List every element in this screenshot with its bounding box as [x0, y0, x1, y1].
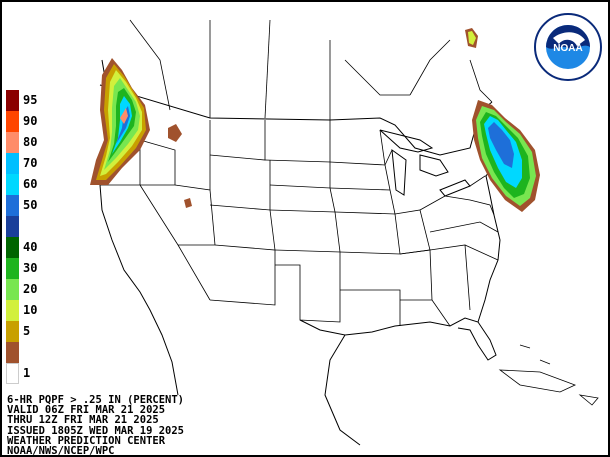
state-lines: [100, 115, 499, 327]
legend-label: 80: [23, 135, 38, 149]
legend-label: 30: [23, 261, 38, 275]
legend: 95 90 80 70 60 50 40 30 20 10 5 1: [6, 90, 46, 384]
legend-swatch: [6, 132, 19, 153]
legend-row: 1: [6, 363, 46, 384]
legend-label: 20: [23, 282, 38, 296]
caption-product: 6-HR PQPF > .25 IN (PERCENT): [7, 394, 185, 406]
legend-swatch: [6, 90, 19, 111]
legend-row: 20: [6, 279, 46, 300]
legend-row: 90: [6, 111, 46, 132]
legend-label: 1: [23, 366, 31, 380]
noaa-logo: NOAA: [534, 13, 602, 81]
caption-issued: ISSUED 1805Z WED MAR 19 2025: [7, 424, 185, 437]
map-caption: 6-HR PQPF > .25 IN (PERCENT) VALID 06Z F…: [7, 394, 185, 457]
legend-row: 40: [6, 237, 46, 258]
great-lakes: [379, 129, 471, 197]
precip-small: [168, 28, 478, 208]
legend-swatch: [6, 363, 19, 384]
legend-label: 70: [23, 156, 38, 170]
caribbean-islands: [498, 344, 599, 406]
legend-label: 40: [23, 240, 38, 254]
legend-swatch: [6, 216, 19, 237]
canada-lines: [129, 19, 493, 120]
precip-west: [90, 58, 150, 185]
legend-label: 60: [23, 177, 38, 191]
legend-label: 50: [23, 198, 38, 212]
legend-row: 80: [6, 132, 46, 153]
caption-center: WEATHER PREDICTION CENTER: [7, 434, 166, 447]
caption-thru: THRU 12Z FRI MAR 21 2025: [7, 414, 159, 427]
legend-label: 95: [23, 93, 38, 107]
legend-swatch: [6, 342, 19, 363]
caption-agency: NOAA/NWS/NCEP/WPC: [7, 445, 115, 457]
legend-swatch: [6, 195, 19, 216]
legend-row: 95: [6, 90, 46, 111]
legend-swatch: [6, 258, 19, 279]
legend-swatch: [6, 237, 19, 258]
precip-northeast: [472, 100, 540, 212]
caption-valid: VALID 06Z FRI MAR 21 2025: [7, 404, 166, 417]
legend-row: 10: [6, 300, 46, 321]
legend-swatch: [6, 279, 19, 300]
legend-swatch: [6, 321, 19, 342]
legend-label: 5: [23, 324, 31, 338]
legend-swatch: [6, 111, 19, 132]
gulf-coastline: [299, 317, 497, 446]
noaa-logo-text: NOAA: [553, 43, 582, 54]
legend-row: 30: [6, 258, 46, 279]
legend-swatch: [6, 300, 19, 321]
legend-row: 5: [6, 321, 46, 342]
legend-row: 70: [6, 153, 46, 174]
legend-row: 60: [6, 174, 46, 195]
legend-label: 10: [23, 303, 38, 317]
legend-row: [6, 342, 46, 363]
legend-swatch: [6, 174, 19, 195]
legend-row: [6, 216, 46, 237]
legend-label: 90: [23, 114, 38, 128]
legend-swatch: [6, 153, 19, 174]
legend-row: 50: [6, 195, 46, 216]
